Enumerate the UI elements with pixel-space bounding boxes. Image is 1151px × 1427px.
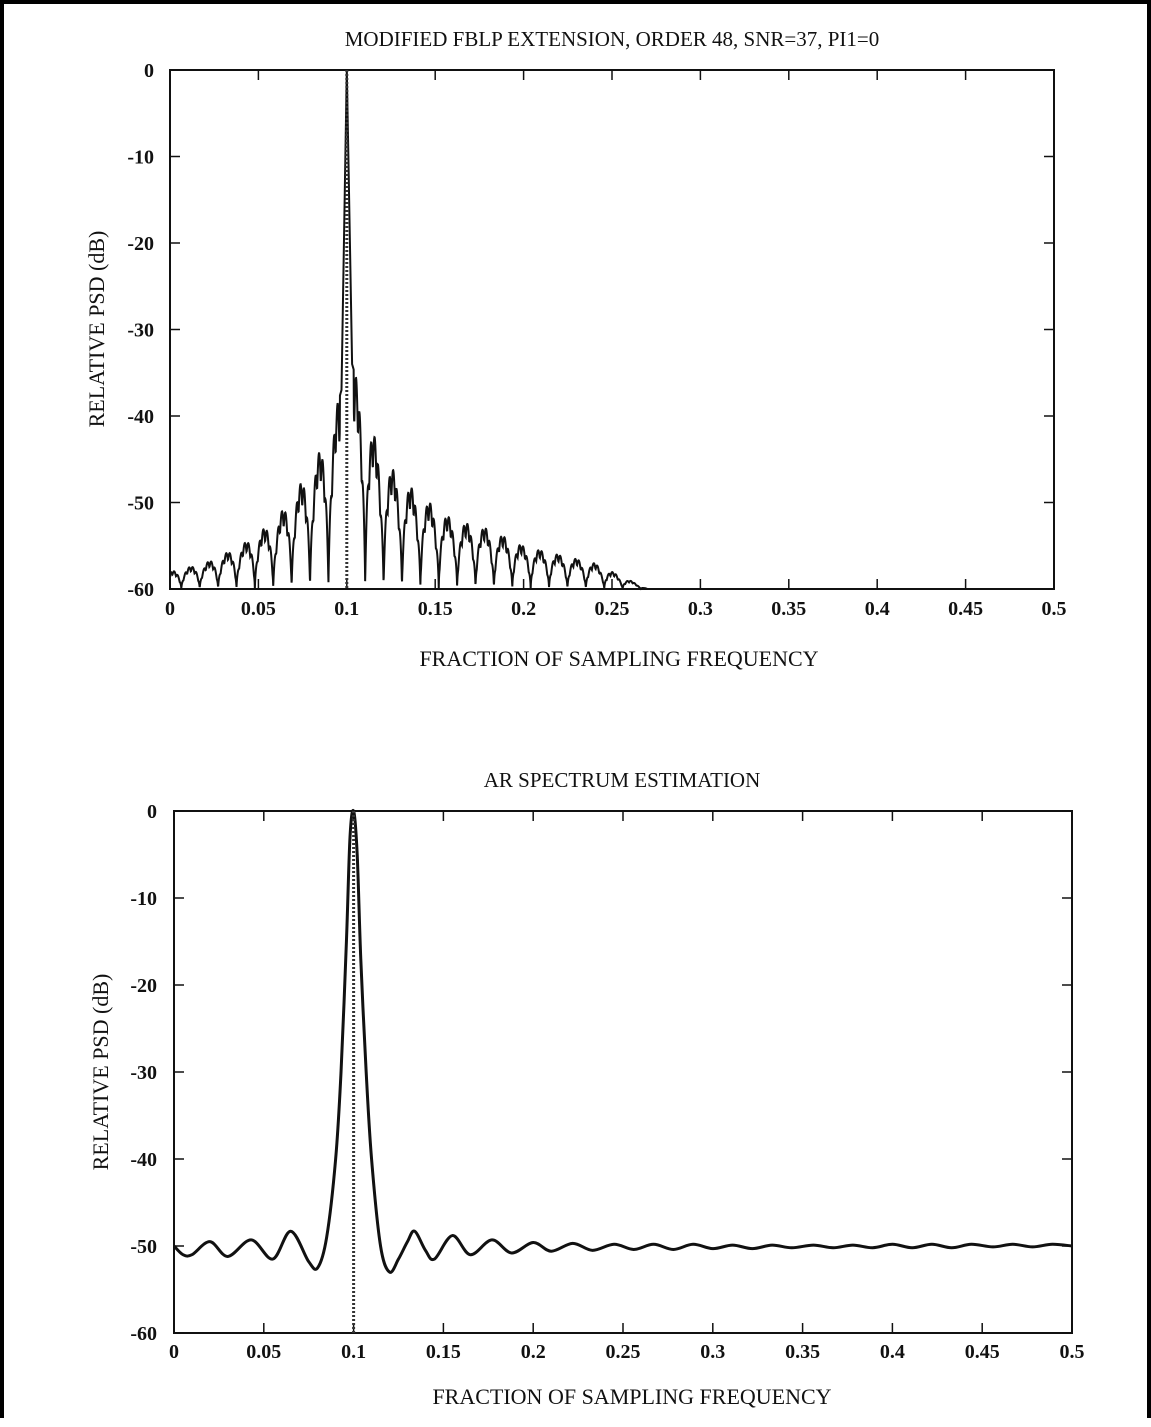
- x-tick-label: 0.35: [785, 1341, 820, 1363]
- y-tick-label: -30: [130, 1062, 157, 1084]
- series-ar-spectrum: [172, 808, 1073, 1274]
- chart-title: MODIFIED FBLP EXTENSION, ORDER 48, SNR=3…: [345, 27, 880, 51]
- y-tick-label: -40: [130, 1149, 157, 1171]
- x-tick-label: 0.5: [1060, 1341, 1085, 1363]
- chart-fblp: MODIFIED FBLP EXTENSION, ORDER 48, SNR=3…: [84, 27, 1067, 671]
- x-tick-label: 0.45: [948, 598, 983, 620]
- x-tick-label: 0.25: [595, 598, 630, 620]
- y-ticks: 0 -10 -20 -30 -40 -50 -60: [130, 801, 1072, 1345]
- y-tick-label: -10: [127, 147, 154, 169]
- x-axis-label: FRACTION OF SAMPLING FREQUENCY: [419, 646, 818, 671]
- series-layer: [172, 808, 1073, 1333]
- x-tick-label: 0.1: [334, 598, 359, 620]
- x-tick-label: 0: [165, 598, 175, 620]
- x-tick-label: 0.5: [1042, 598, 1067, 620]
- x-tick-label: 0: [169, 1341, 179, 1363]
- x-tick-label: 0.3: [700, 1341, 725, 1363]
- y-tick-label: -50: [127, 493, 154, 515]
- y-tick-label: -10: [130, 888, 157, 910]
- y-tick-label: -20: [130, 975, 157, 997]
- x-tick-label: 0.2: [511, 598, 536, 620]
- y-tick-label: -40: [127, 406, 154, 428]
- y-axis-label: RELATIVE PSD (dB): [88, 974, 113, 1171]
- y-tick-label: 0: [144, 60, 154, 82]
- series-layer: [169, 69, 1054, 591]
- chart-ar: AR SPECTRUM ESTIMATION 0 -10 -20 -30 -40 -50 -…: [88, 768, 1085, 1409]
- y-tick-label: 0: [147, 801, 157, 823]
- x-tick-label: 0.05: [241, 598, 276, 620]
- y-axis-label: RELATIVE PSD (dB): [84, 231, 109, 428]
- y-tick-label: -60: [130, 1323, 157, 1345]
- x-ticks: 0 0.05 0.1 0.15 0.2 0.25 0.3 0.35 0.4 0.45 0.5: [169, 811, 1085, 1363]
- x-tick-label: 0.4: [865, 598, 890, 620]
- figure-canvas: MODIFIED FBLP EXTENSION, ORDER 48, SNR=3…: [84, 27, 1085, 1409]
- x-tick-label: 0.15: [426, 1341, 461, 1363]
- series-fblp-spectrum: [169, 69, 1054, 591]
- plot-frame: [169, 69, 1055, 590]
- x-tick-label: 0.3: [688, 598, 713, 620]
- y-tick-label: -20: [127, 233, 154, 255]
- x-tick-label: 0.4: [880, 1341, 905, 1363]
- y-tick-label: -60: [127, 579, 154, 601]
- y-ticks: 0 -10 -20 -30 -40 -50 -60: [127, 60, 1054, 601]
- x-tick-label: 0.05: [246, 1341, 281, 1363]
- x-tick-label: 0.35: [771, 598, 806, 620]
- plot-frame: [173, 810, 1073, 1334]
- x-tick-label: 0.1: [341, 1341, 366, 1363]
- x-axis-label: FRACTION OF SAMPLING FREQUENCY: [432, 1384, 831, 1409]
- x-ticks: 0 0.05 0.1 0.15 0.2 0.25 0.3 0.35 0.4 0.45 0.5: [165, 70, 1067, 620]
- y-tick-label: -50: [130, 1236, 157, 1258]
- chart-title: AR SPECTRUM ESTIMATION: [484, 768, 761, 792]
- x-tick-label: 0.45: [965, 1341, 1000, 1363]
- y-tick-label: -30: [127, 320, 154, 342]
- x-tick-label: 0.25: [606, 1341, 641, 1363]
- x-tick-label: 0.15: [418, 598, 453, 620]
- x-tick-label: 0.2: [521, 1341, 546, 1363]
